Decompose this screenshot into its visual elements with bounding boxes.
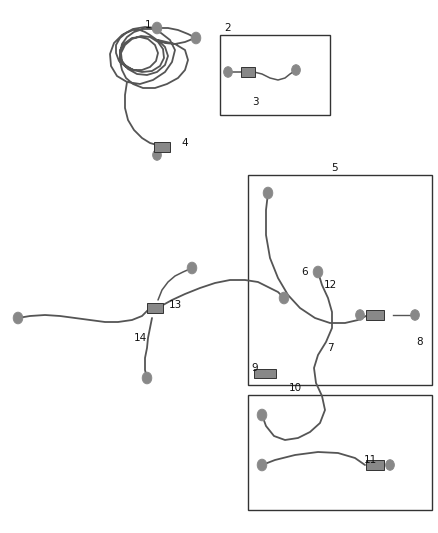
Bar [248,395,432,510]
Circle shape [152,22,162,34]
Text: 13: 13 [168,300,182,310]
Bar [254,368,276,377]
Circle shape [410,310,419,320]
Bar [241,68,255,77]
Circle shape [224,67,233,77]
Bar [366,310,384,320]
Text: 5: 5 [332,163,338,173]
Bar [154,142,170,152]
Circle shape [385,459,394,470]
Text: 3: 3 [252,97,258,107]
Circle shape [187,262,197,274]
Text: 7: 7 [327,343,333,353]
Circle shape [13,312,23,324]
Text: 10: 10 [289,383,301,393]
Text: 14: 14 [134,333,147,343]
Text: 9: 9 [252,363,258,373]
Text: 6: 6 [302,267,308,277]
Circle shape [313,266,323,278]
Text: 4: 4 [182,138,188,148]
Bar [147,303,163,313]
Circle shape [257,459,267,471]
Text: 2: 2 [225,23,231,33]
Circle shape [152,150,161,160]
Bar [366,460,384,470]
Bar [248,175,432,385]
Text: 1: 1 [145,20,151,30]
Circle shape [257,409,267,421]
Text: 11: 11 [364,455,377,465]
Circle shape [356,310,364,320]
Circle shape [191,32,201,44]
Circle shape [292,64,300,75]
Bar [220,35,330,115]
Circle shape [279,292,289,304]
Text: 12: 12 [323,280,337,290]
Text: 8: 8 [417,337,423,347]
Circle shape [142,372,152,384]
Circle shape [263,187,273,199]
